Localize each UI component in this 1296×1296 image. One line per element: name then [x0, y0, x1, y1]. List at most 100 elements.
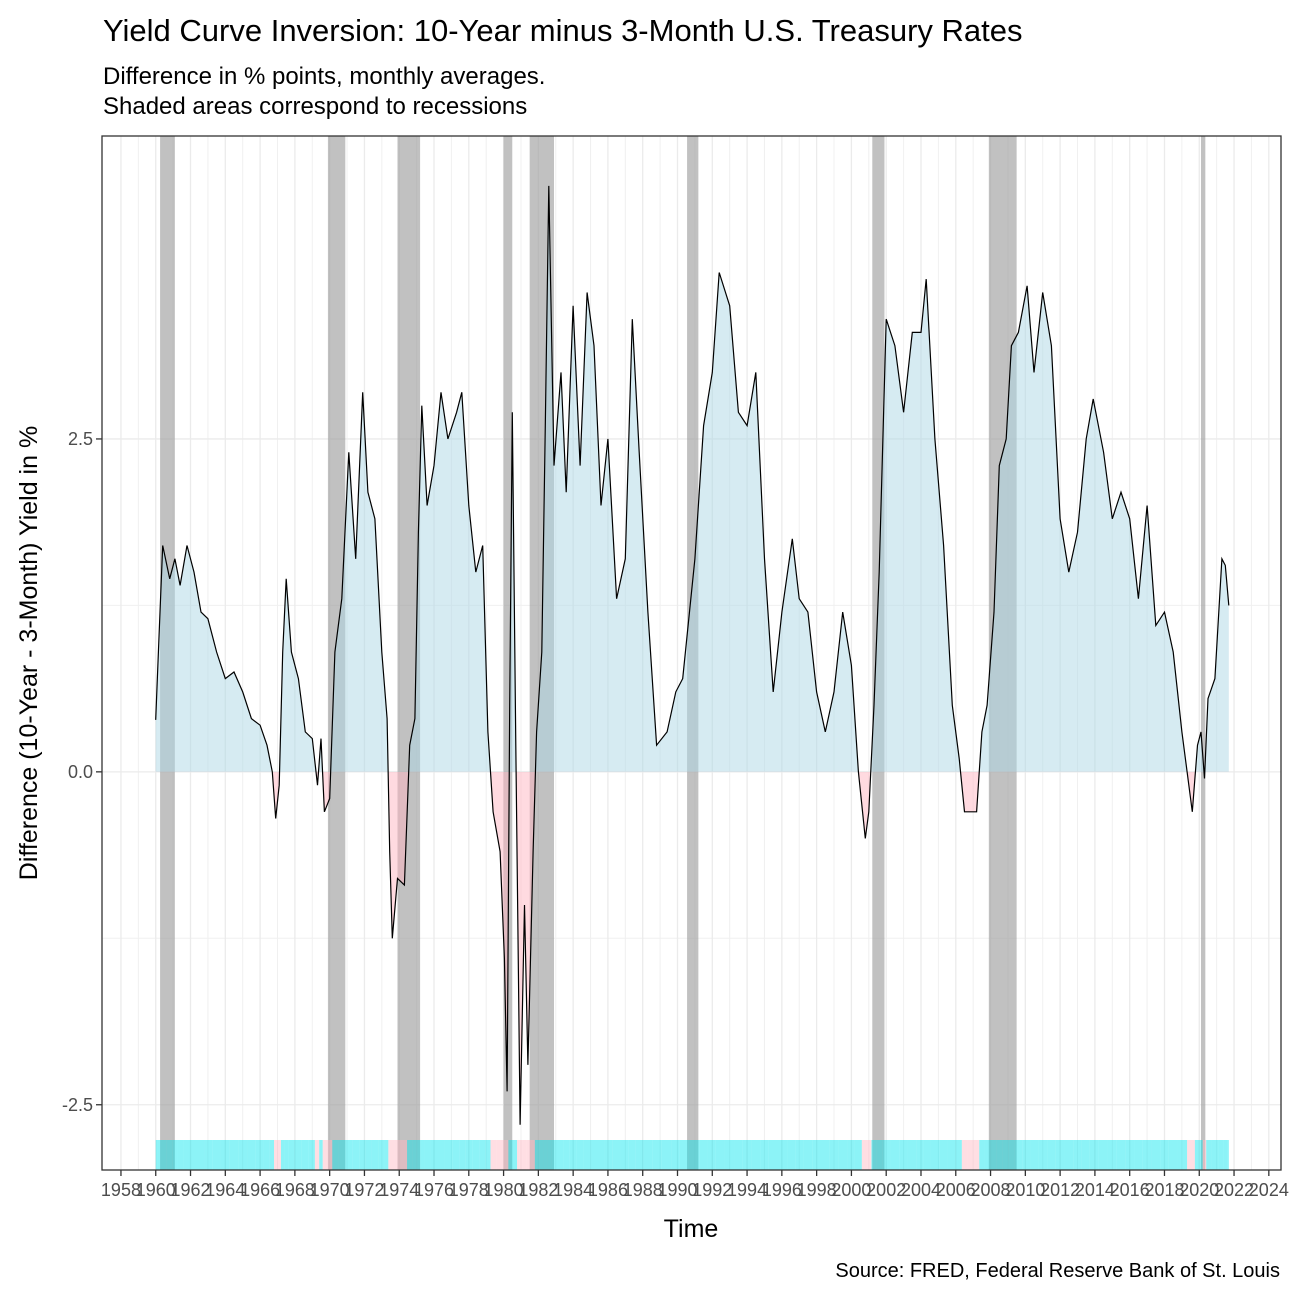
rug-mark	[751, 1140, 761, 1170]
rug-mark	[612, 1140, 621, 1170]
rug-mark	[547, 1140, 552, 1170]
rug-mark	[576, 1140, 584, 1170]
rug-mark	[1187, 1140, 1195, 1170]
rug-mark	[288, 1140, 295, 1170]
rug-mark	[197, 1140, 205, 1170]
rug-mark	[166, 1140, 173, 1170]
rug-mark	[322, 1140, 328, 1170]
rug-mark	[742, 1140, 752, 1170]
rug-mark	[583, 1140, 591, 1170]
rug-mark	[519, 1140, 523, 1170]
rug-mark	[160, 1140, 167, 1170]
rug-mark	[597, 1140, 605, 1170]
rug-mark	[508, 1140, 511, 1170]
rug-mark	[526, 1140, 531, 1170]
x-tick-label: 1962	[171, 1180, 211, 1200]
rug-mark	[412, 1140, 417, 1170]
rug-mark	[1227, 1140, 1229, 1170]
rug-mark	[768, 1140, 778, 1170]
x-tick-label: 1988	[623, 1180, 663, 1200]
rug-mark	[1206, 1140, 1212, 1170]
rug-mark	[177, 1140, 184, 1170]
rug-mark	[534, 1140, 540, 1170]
rug-mark	[263, 1140, 270, 1170]
rug-mark	[1177, 1140, 1188, 1170]
y-tick-label: -2.5	[62, 1095, 93, 1115]
rug-mark	[930, 1140, 940, 1170]
rug-mark	[829, 1140, 839, 1170]
chart-subtitle: Difference in % points, monthly averages…	[103, 63, 545, 90]
rug-mark	[517, 1140, 520, 1170]
rug-mark	[308, 1140, 315, 1170]
rug-mark	[332, 1140, 339, 1170]
x-tick-label: 1964	[205, 1180, 245, 1200]
rug-mark	[229, 1140, 239, 1170]
rug-mark	[204, 1140, 213, 1170]
recession-band	[1200, 136, 1206, 1170]
x-tick-label: 2024	[1249, 1180, 1289, 1200]
x-tick-label: 1994	[727, 1180, 767, 1200]
rug-mark	[407, 1140, 413, 1170]
rug-mark	[620, 1140, 629, 1170]
chart-title: Yield Curve Inversion: 10-Year minus 3-M…	[103, 13, 1023, 48]
rug-mark	[812, 1140, 821, 1170]
recession-band	[503, 136, 513, 1170]
rug-mark	[1055, 1140, 1065, 1170]
x-tick-label: 1960	[136, 1180, 176, 1200]
rug-mark	[907, 1140, 917, 1170]
rug-mark	[1107, 1140, 1117, 1170]
x-tick-label: 1996	[762, 1180, 802, 1200]
rug-mark	[635, 1140, 644, 1170]
rug-mark	[876, 1140, 883, 1170]
rug-mark	[803, 1140, 813, 1170]
rug-mark	[688, 1140, 700, 1170]
rug-mark	[795, 1140, 804, 1170]
rug-mark	[371, 1140, 379, 1170]
x-tick-label: 1978	[449, 1180, 489, 1200]
rug-mark	[212, 1140, 221, 1170]
rug-mark	[280, 1140, 285, 1170]
rug-mark	[984, 1140, 991, 1170]
x-tick-label: 1984	[553, 1180, 593, 1200]
rug-mark	[238, 1140, 248, 1170]
rug-mark	[1223, 1140, 1228, 1170]
positive-area	[155, 185, 1229, 772]
x-tick-label: 1986	[588, 1180, 628, 1200]
rug-mark	[1038, 1140, 1048, 1170]
x-tick-label: 2000	[831, 1180, 871, 1200]
x-tick-label: 2016	[1110, 1180, 1150, 1200]
rug-mark	[514, 1140, 518, 1170]
rug-mark	[947, 1140, 956, 1170]
rug-mark	[899, 1140, 908, 1170]
rug-mark	[255, 1140, 264, 1170]
rug-mark	[955, 1140, 962, 1170]
rug-mark	[505, 1140, 509, 1170]
rug-mark	[490, 1140, 497, 1170]
chart-subtitle: Shaded areas correspond to recessions	[103, 93, 527, 120]
rug-mark	[557, 1140, 564, 1170]
rug-mark	[314, 1140, 320, 1170]
recession-band	[397, 136, 421, 1170]
rug-mark	[604, 1140, 613, 1170]
rug-mark	[1081, 1140, 1090, 1170]
rug-mark	[155, 1140, 158, 1170]
x-tick-label: 2014	[1075, 1180, 1115, 1200]
rug-mark	[1151, 1140, 1161, 1170]
rug-mark	[838, 1140, 848, 1170]
rug-mark	[643, 1140, 653, 1170]
rug-mark	[359, 1140, 366, 1170]
x-tick-label: 2012	[1040, 1180, 1080, 1200]
rug-mark	[459, 1140, 466, 1170]
rug-mark	[1022, 1140, 1031, 1170]
rug-mark	[699, 1140, 708, 1170]
rug-mark	[157, 1140, 161, 1170]
rug-mark	[996, 1140, 1003, 1170]
rug-mark	[327, 1140, 333, 1170]
rug-mark	[882, 1140, 891, 1170]
rug-mark	[1160, 1140, 1169, 1170]
rug-mark	[671, 1140, 680, 1170]
y-tick-label: 0.0	[68, 762, 93, 782]
rug-mark	[760, 1140, 769, 1170]
rug-mark	[444, 1140, 453, 1170]
